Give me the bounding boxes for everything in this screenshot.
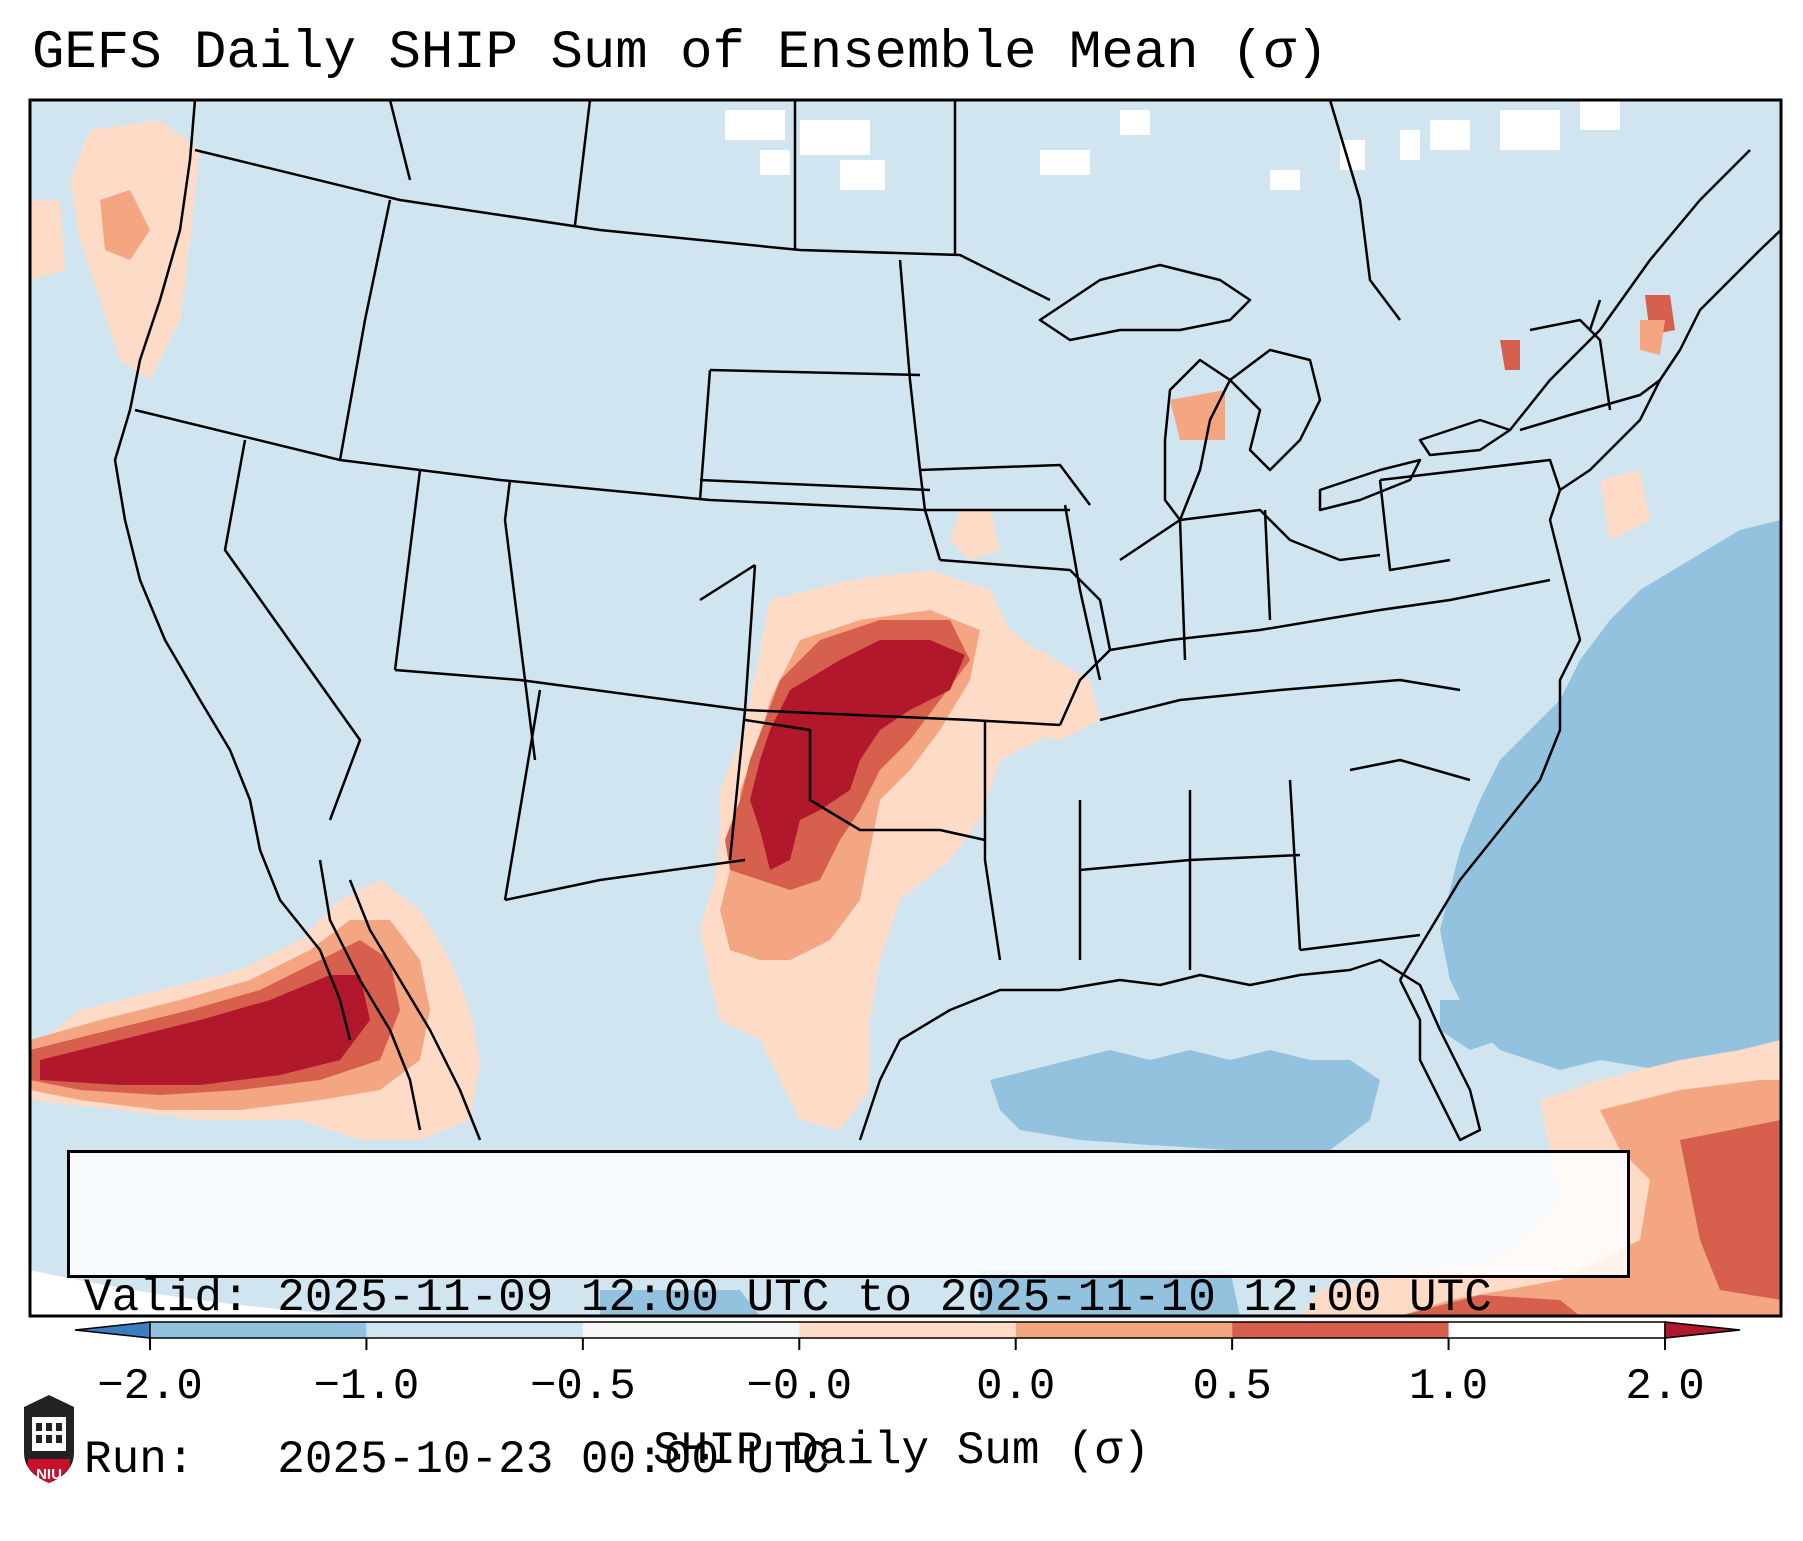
map-frame <box>28 98 1783 1318</box>
caribbean-negative <box>600 1290 760 1316</box>
colorbar-label: SHIP Daily Sum (σ) <box>653 1425 1150 1477</box>
run-row: Run: 2025-10-23 00:00 UTC <box>84 1433 1613 1487</box>
colorbar-tick-label: 2.0 <box>1625 1362 1705 1412</box>
colorbar-segment <box>1232 1322 1449 1338</box>
colorbar-segment <box>799 1322 1016 1338</box>
colorbar-tick-label: 0.0 <box>976 1362 1056 1412</box>
mid-mississippi-anomaly <box>950 510 1000 560</box>
projection-edge-left <box>30 1270 600 1316</box>
caribbean-negative-2 <box>980 1270 1240 1316</box>
arkansas-anomaly <box>980 640 1100 740</box>
ny-anomaly <box>1500 340 1520 370</box>
near-zero-patches <box>725 100 1620 190</box>
colorbar-tick-label: −2.0 <box>97 1362 203 1412</box>
colorbar-segment <box>582 1322 800 1338</box>
colorbar <box>74 1321 1741 1350</box>
colorbar-tick-label: 1.0 <box>1408 1362 1489 1412</box>
gulf-negative <box>990 1050 1380 1150</box>
pnw-anomaly-3 <box>30 200 65 280</box>
caribbean-anomaly <box>1300 1040 1781 1316</box>
plains-anomaly <box>700 570 1080 1130</box>
map-title: GEFS Daily SHIP Sum of Ensemble Mean (σ) <box>32 23 1329 84</box>
colorbar-tick-label: −1.0 <box>313 1362 420 1412</box>
logo-text: NIU <box>36 1466 62 1483</box>
colorbar-segment <box>1015 1322 1233 1338</box>
valid-label: Valid: <box>84 1272 250 1324</box>
colorbar-segment <box>366 1322 583 1338</box>
northeast-anomaly-2 <box>1640 320 1665 355</box>
colorbar-frame <box>149 1321 1666 1339</box>
colorbar-segment <box>150 1322 367 1338</box>
ship-map <box>28 98 1783 1350</box>
valid-row: Valid: 2025-11-09 12:00 UTC to 2025-11-1… <box>84 1271 1613 1325</box>
atlantic-negative-2 <box>1440 1000 1500 1050</box>
coast-anomaly <box>1600 470 1650 540</box>
colorbar-extend-high <box>1664 1321 1741 1339</box>
colorbar-tick-label: −0.0 <box>746 1362 853 1412</box>
pnw-anomaly-2 <box>100 190 150 260</box>
colorbar-tick-label: 0.5 <box>1192 1362 1272 1412</box>
geographic-outlines <box>113 100 1781 1142</box>
validity-info-box: Valid: 2025-11-09 12:00 UTC to 2025-11-1… <box>67 1150 1630 1486</box>
valid-text: 2025-11-09 12:00 UTC to 2025-11-10 12:00… <box>277 1272 1492 1324</box>
colorbar-tick-label: −0.5 <box>530 1362 636 1412</box>
niu-logo <box>24 1395 74 1483</box>
michigan-anomaly <box>1170 390 1225 440</box>
atlantic-negative <box>1440 520 1781 1070</box>
run-text: 2025-10-23 00:00 UTC <box>277 1434 830 1486</box>
run-label: Run: <box>84 1434 195 1486</box>
pacific-mexico-anomaly <box>30 880 480 1140</box>
